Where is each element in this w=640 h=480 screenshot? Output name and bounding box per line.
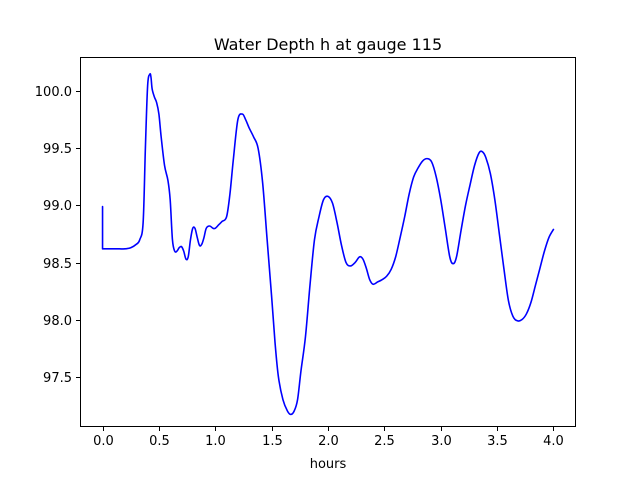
x-tick-label: 4.0 <box>543 434 564 449</box>
plot-frame <box>80 57 576 427</box>
x-tick-label: 1.5 <box>262 434 283 449</box>
y-tick-label: 97.5 <box>43 371 72 386</box>
x-tick-label: 2.5 <box>374 434 395 449</box>
x-axis-label: hours <box>310 457 347 472</box>
series-line <box>101 72 555 416</box>
y-tick-label: 99.5 <box>43 142 72 157</box>
x-tick-label: 2.0 <box>318 434 339 449</box>
chart-title: Water Depth h at gauge 115 <box>214 35 442 54</box>
x-tick-label: 0.0 <box>93 434 114 449</box>
y-tick-label: 98.0 <box>43 314 72 329</box>
x-tick-label: 3.5 <box>487 434 508 449</box>
x-tick-label: 3.0 <box>431 434 452 449</box>
series-layer <box>101 72 555 416</box>
y-tick-label: 99.0 <box>43 199 72 214</box>
x-tick-label: 0.5 <box>149 434 170 449</box>
x-axis: 0.0 0.5 1.0 1.5 2.0 2.5 3.0 3.5 4.0 <box>93 427 564 449</box>
y-tick-label: 100.0 <box>35 85 72 100</box>
y-tick-label: 98.5 <box>43 257 72 272</box>
x-tick-label: 1.0 <box>205 434 226 449</box>
y-axis: 97.5 98.0 98.5 99.0 99.5 100.0 <box>35 85 80 386</box>
